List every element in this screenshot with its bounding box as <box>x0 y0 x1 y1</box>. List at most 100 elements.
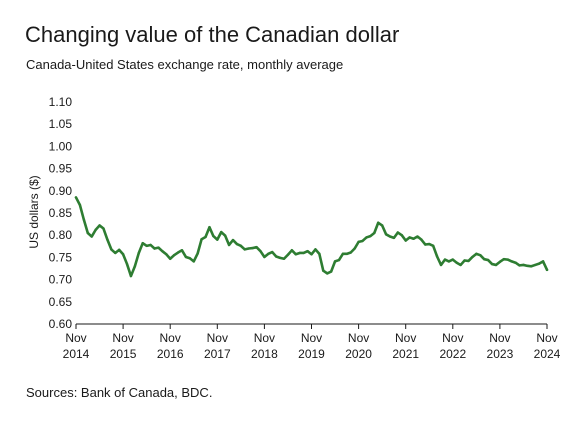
data-point <box>169 257 172 260</box>
data-point <box>498 260 502 264</box>
y-tick-label: 0.80 <box>49 228 73 242</box>
data-point <box>157 246 160 249</box>
data-point <box>408 236 411 239</box>
data-point <box>541 260 545 263</box>
data-point <box>412 237 415 240</box>
data-point <box>121 253 125 256</box>
data-point <box>479 253 482 257</box>
data-point <box>326 272 329 275</box>
x-tick-year: 2017 <box>204 347 231 361</box>
x-tick-month: Nov <box>395 331 416 345</box>
data-point <box>74 196 78 199</box>
x-tick-month: Nov <box>301 331 322 345</box>
x-tick-year: 2015 <box>110 347 137 361</box>
data-point <box>494 263 498 267</box>
x-tick-year: 2020 <box>345 347 372 361</box>
data-point <box>141 241 144 245</box>
chart-title: Changing value of the Canadian dollar <box>25 22 400 47</box>
data-point <box>404 239 407 242</box>
x-tick-year: 2023 <box>487 347 514 361</box>
data-point <box>212 234 215 238</box>
data-point <box>114 251 117 255</box>
data-point <box>518 264 521 267</box>
data-point <box>349 251 352 254</box>
data-point <box>90 235 93 238</box>
data-points <box>74 196 549 278</box>
data-point <box>216 238 219 241</box>
data-point <box>314 248 317 251</box>
data-point <box>161 249 164 253</box>
data-point <box>490 262 494 266</box>
data-point <box>263 255 266 259</box>
data-point <box>82 218 86 221</box>
data-point <box>506 258 509 261</box>
data-point <box>345 252 349 256</box>
y-tick-label: 0.65 <box>49 295 73 309</box>
data-point <box>530 265 533 268</box>
data-point <box>223 234 227 237</box>
data-point <box>302 251 305 255</box>
data-point <box>467 259 470 263</box>
data-point <box>416 235 419 238</box>
data-point <box>337 258 341 262</box>
y-tick-label: 1.10 <box>49 95 73 109</box>
data-point <box>94 228 97 232</box>
data-point <box>274 255 278 258</box>
data-point <box>184 255 188 259</box>
data-point <box>125 262 129 266</box>
data-point <box>471 255 474 259</box>
data-point <box>545 268 549 272</box>
y-tick-label: 0.75 <box>49 250 73 264</box>
data-point <box>380 224 384 227</box>
data-point <box>396 231 400 234</box>
x-tick-month: Nov <box>348 331 369 345</box>
data-point <box>510 260 513 263</box>
data-point <box>431 244 435 248</box>
x-axis-ticks: Nov 2014 Nov 2015 Nov 2016 Nov 2017 Nov 2018 Nov 20… <box>63 324 561 361</box>
data-point <box>188 257 192 260</box>
data-point <box>220 230 223 234</box>
data-point <box>102 227 105 230</box>
data-point <box>420 238 423 241</box>
x-tick-month: Nov <box>442 331 463 345</box>
data-point <box>329 270 333 273</box>
data-point <box>483 257 486 261</box>
data-point <box>475 252 478 256</box>
data-point <box>251 246 254 250</box>
data-point <box>447 260 451 263</box>
x-tick-year: 2018 <box>251 347 278 361</box>
y-tick-label: 0.70 <box>49 273 73 287</box>
data-point <box>373 231 376 235</box>
data-point <box>110 248 113 251</box>
data-point <box>243 248 246 251</box>
data-point <box>259 249 262 253</box>
x-tick-month: Nov <box>489 331 510 345</box>
data-point <box>278 256 282 260</box>
data-point <box>357 240 360 244</box>
data-point <box>353 247 356 250</box>
y-axis-ticks: 0.60 0.65 0.70 0.75 0.80 0.85 0.90 0.95 1.00 1.05… <box>49 95 73 331</box>
data-point <box>463 259 466 262</box>
data-point <box>227 243 231 247</box>
data-point <box>514 261 517 264</box>
x-tick-month: Nov <box>65 331 86 345</box>
data-point <box>176 251 180 254</box>
y-tick-label: 0.95 <box>49 162 73 176</box>
data-point <box>282 257 286 260</box>
data-point <box>502 257 506 261</box>
data-point <box>384 233 388 236</box>
x-tick-month: Nov <box>536 331 557 345</box>
data-point <box>341 252 345 256</box>
y-tick-label: 0.60 <box>49 317 73 331</box>
data-point <box>137 251 140 255</box>
data-point <box>149 243 152 247</box>
data-point <box>153 247 156 250</box>
data-point <box>271 250 274 254</box>
data-point <box>98 224 101 227</box>
data-point <box>522 263 525 267</box>
y-axis-title: US dollars ($) <box>27 175 41 248</box>
data-point <box>235 242 239 246</box>
x-tick-year: 2021 <box>392 347 419 361</box>
exchange-rate-line <box>74 196 549 278</box>
data-point <box>231 238 235 242</box>
